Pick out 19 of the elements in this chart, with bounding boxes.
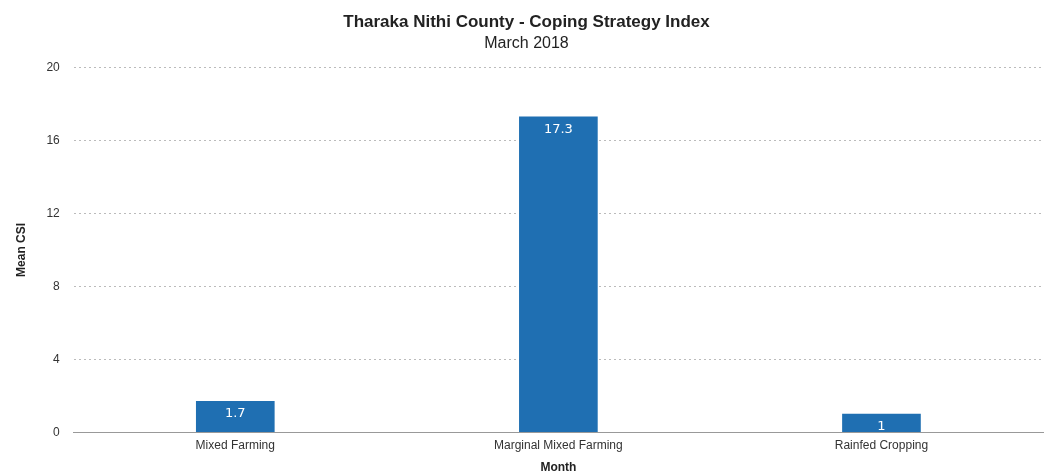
y-tick-label: 8 (53, 278, 61, 293)
y-axis-title: Mean CSI (13, 222, 28, 277)
x-axis-title: Month (540, 460, 577, 475)
chart-title: Tharaka Nithi County - Coping Strategy Index (343, 11, 711, 31)
data-label: 17.3 (543, 120, 573, 136)
data-label: 1 (877, 417, 886, 433)
bar (195, 400, 275, 433)
x-tick-label: Rainfed Cropping (834, 437, 929, 452)
x-tick-label: Mixed Farming (195, 437, 275, 452)
y-tick-label: 4 (53, 351, 61, 366)
bar (842, 413, 921, 433)
x-tick-label: Marginal Mixed Farming (494, 437, 623, 452)
y-tick-label: 12 (46, 205, 61, 220)
y-tick-label: 16 (46, 132, 61, 147)
data-label: 1.7 (224, 405, 246, 421)
y-tick-label: 20 (46, 59, 61, 74)
y-tick-label: 0 (53, 424, 61, 439)
chart-subtitle: March 2018 (484, 34, 569, 52)
bar (519, 116, 598, 433)
